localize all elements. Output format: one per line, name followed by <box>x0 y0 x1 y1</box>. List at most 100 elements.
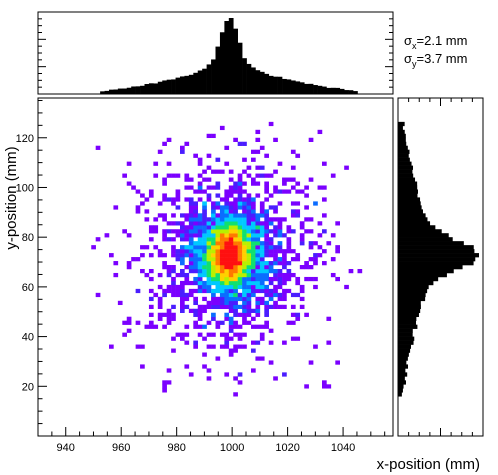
heatmap-cell <box>197 173 203 178</box>
heatmap-cell <box>224 201 230 206</box>
heatmap-cell <box>224 296 230 302</box>
heatmap-cell <box>148 253 154 258</box>
heatmap-cell <box>228 213 234 218</box>
heatmap-cell <box>255 237 261 242</box>
heatmap-cell <box>228 284 234 290</box>
heatmap-cell <box>193 261 198 266</box>
x-projection-bar <box>104 90 110 94</box>
heatmap-cell <box>282 340 287 345</box>
heatmap-cell <box>237 225 243 230</box>
heatmap-cell <box>148 229 154 234</box>
x-tick-label: 980 <box>167 442 185 454</box>
heatmap-cell <box>259 209 265 214</box>
heatmap-cell <box>282 280 287 286</box>
heatmap-cell <box>122 229 127 234</box>
heatmap-cell <box>219 288 225 294</box>
heatmap-cell <box>166 137 172 142</box>
heatmap-cell <box>193 300 198 306</box>
heatmap-cell <box>299 241 305 246</box>
heatmap-cell <box>162 213 167 218</box>
x-projection-bar <box>264 73 270 94</box>
heatmap-cell <box>282 292 287 298</box>
heatmap-cell <box>175 272 181 278</box>
heatmap-cell <box>317 221 323 226</box>
heatmap-cell <box>224 189 230 194</box>
heatmap-cell <box>255 340 261 345</box>
heatmap-cell <box>237 304 243 310</box>
heatmap-cell <box>228 253 234 258</box>
heatmap-cell <box>206 177 212 182</box>
y-projection-bar <box>398 276 439 282</box>
heatmap-cell <box>251 181 256 186</box>
heatmap-cell <box>219 197 225 202</box>
heatmap-cell <box>135 209 141 214</box>
heatmap-cell <box>237 197 243 202</box>
heatmap-cell <box>215 193 221 198</box>
heatmap-cell <box>264 253 269 258</box>
heatmap-cell <box>180 221 185 226</box>
heatmap-cell <box>140 253 145 258</box>
heatmap-cell <box>193 229 198 234</box>
heatmap-cell <box>233 209 238 214</box>
heatmap-cell <box>259 253 265 258</box>
heatmap-cell <box>295 316 301 321</box>
heatmap-cell <box>233 201 238 206</box>
heatmap-cell <box>215 284 221 290</box>
heatmap-cell <box>197 288 203 294</box>
heatmap-cell <box>197 237 203 242</box>
heatmap-cell <box>233 392 238 397</box>
heatmap-cell <box>268 241 274 246</box>
heatmap-cell <box>224 229 230 234</box>
heatmap-cell <box>144 209 150 214</box>
y-projection-bar <box>398 181 418 186</box>
heatmap-cell <box>317 233 323 238</box>
heatmap-cell <box>251 177 256 182</box>
heatmap-cell <box>273 245 278 250</box>
heatmap-cell <box>184 332 190 337</box>
y-projection-bar <box>398 384 404 389</box>
heatmap-cell <box>237 233 243 238</box>
heatmap-cell <box>184 229 190 234</box>
y-projection-bar <box>398 348 411 353</box>
y-projection-bars <box>398 121 479 397</box>
heatmap-cell <box>246 280 252 286</box>
heatmap-cell <box>228 320 234 325</box>
heatmap-cell <box>255 296 261 302</box>
heatmap-cell <box>180 249 185 254</box>
heatmap-cell <box>175 221 181 226</box>
heatmap-cell <box>224 268 230 274</box>
heatmap-cell <box>166 368 172 373</box>
heatmap-cell <box>228 348 234 353</box>
y-projection-bar <box>398 265 463 270</box>
heatmap-cell <box>246 276 252 282</box>
x-projection-bar <box>255 70 261 94</box>
heatmap-cell <box>277 201 283 206</box>
heatmap-cell <box>157 316 163 321</box>
heatmap-cell <box>237 185 243 190</box>
heatmap-cell <box>171 197 176 202</box>
heatmap-cell <box>251 217 256 222</box>
heatmap-cell <box>246 193 252 198</box>
x-projection-bar <box>219 32 225 94</box>
heatmap-cell <box>219 225 225 230</box>
sigma-y-value: =3.7 mm <box>417 51 468 66</box>
heatmap-cell <box>251 229 256 234</box>
heatmap-cell <box>255 253 261 258</box>
heatmap-cell <box>242 312 247 317</box>
heatmap-cell <box>268 304 274 310</box>
x-projection-bar <box>259 71 265 94</box>
heatmap-cell <box>251 276 256 282</box>
heatmap-cell <box>206 185 212 190</box>
heatmap-cell <box>290 336 296 341</box>
heatmap-cell <box>246 257 252 262</box>
heatmap-cell <box>251 237 256 242</box>
heatmap-cell <box>233 229 238 234</box>
y-projection-bar <box>398 245 474 250</box>
heatmap-cell <box>335 360 340 365</box>
sigma-y-annotation: σy=3.7 mm <box>404 51 467 69</box>
heatmap-cell <box>215 181 221 186</box>
heatmap-cell <box>109 253 114 258</box>
heatmap-cell <box>251 149 256 154</box>
y-projection-bar <box>398 169 413 174</box>
heatmap-cell <box>215 157 221 162</box>
